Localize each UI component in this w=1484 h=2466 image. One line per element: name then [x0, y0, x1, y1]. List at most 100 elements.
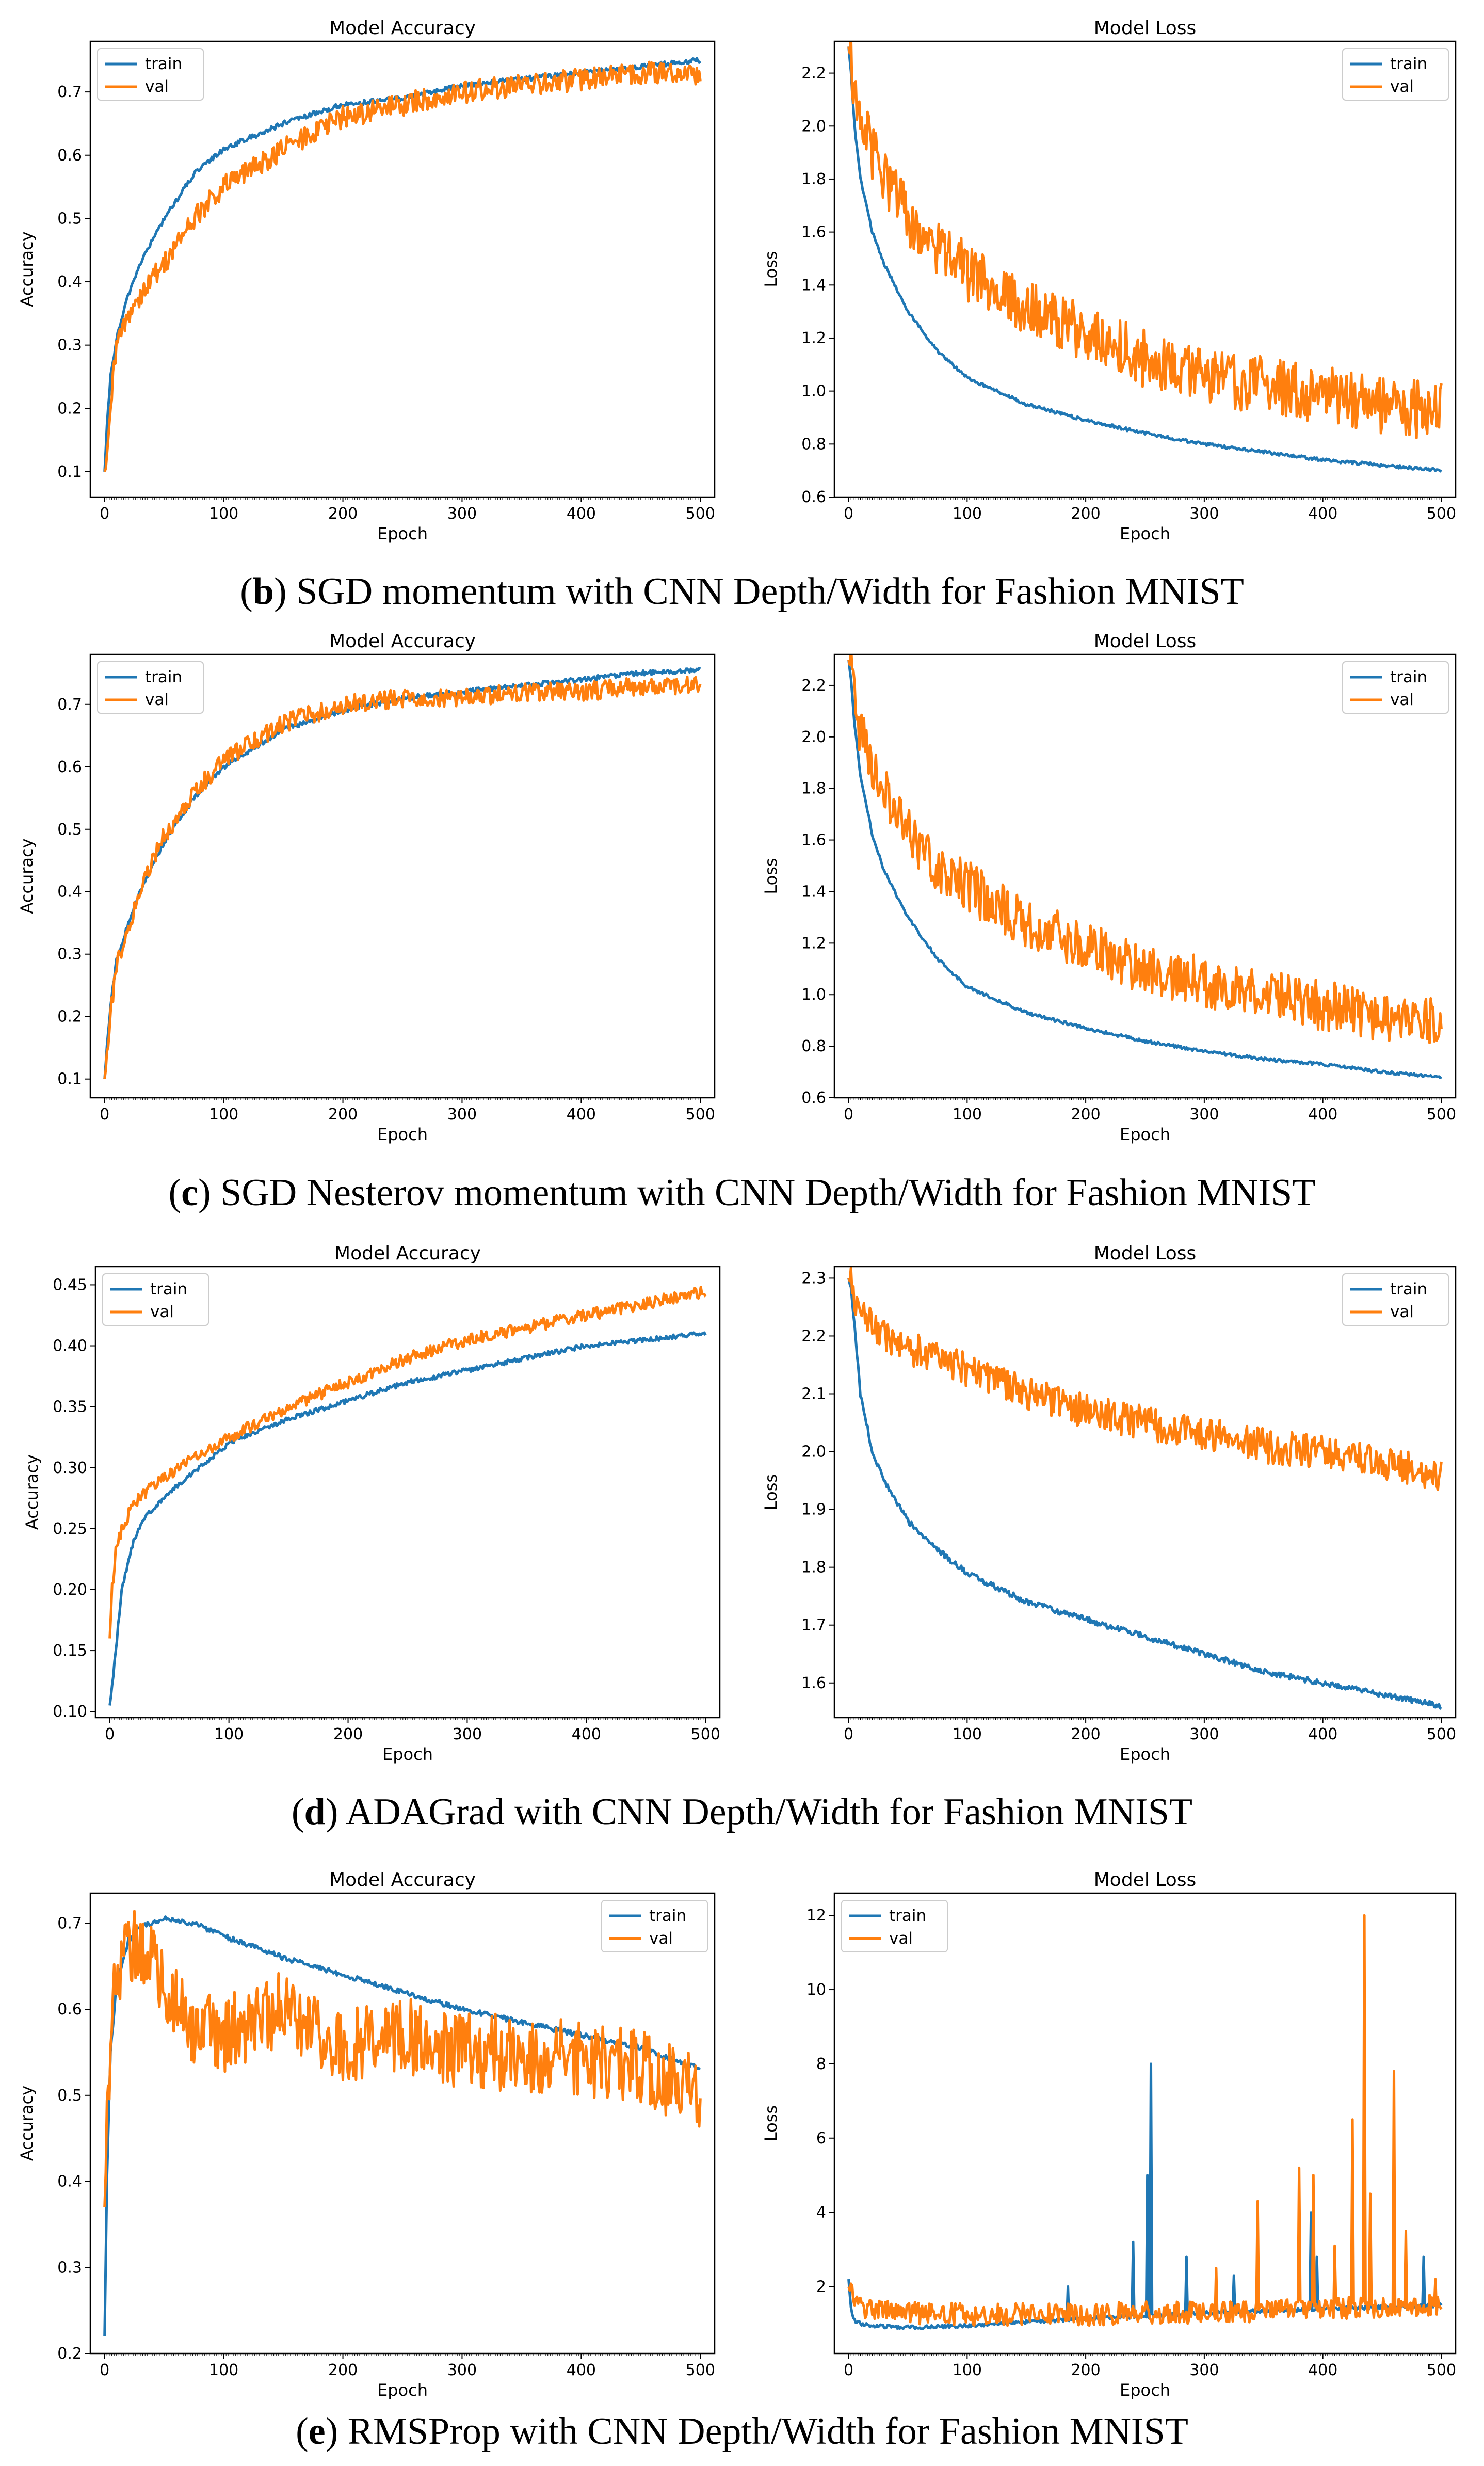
b-accuracy-ylabel: Accuracy [17, 231, 37, 307]
d-accuracy-title: Model Accuracy [334, 1243, 481, 1264]
d-accuracy-line-train [108, 1331, 707, 1706]
d-loss-xtick-label: 400 [1308, 1725, 1337, 1743]
e-loss-title: Model Loss [1094, 1869, 1197, 1891]
b-accuracy-legend-label-val: val [145, 77, 169, 96]
e-loss-ytick-label: 4 [816, 2204, 826, 2222]
d-accuracy-line-val [108, 1286, 707, 1639]
c-loss-xtick-label: 100 [953, 1106, 982, 1124]
e-accuracy-series-group [103, 1910, 702, 2336]
d-loss-ytick-label: 2.0 [801, 1443, 826, 1461]
b-loss-xlabel: Epoch [1120, 524, 1170, 543]
b-loss-ytick-label: 1.2 [801, 329, 826, 347]
d-accuracy-frame [94, 1266, 721, 1719]
c-accuracy-xtick-label: 500 [686, 1106, 715, 1124]
e-loss-xtick-label: 0 [844, 2361, 853, 2379]
c-accuracy-xminor-ticks [104, 1098, 701, 1100]
c-loss-ytick-label: 1.2 [801, 934, 826, 952]
e-loss-xminor-ticks [848, 2353, 1442, 2356]
b-accuracy-title: Model Accuracy [329, 18, 476, 39]
c-loss-xtick-label: 200 [1071, 1106, 1100, 1124]
d-loss-legend-label-train: train [1390, 1280, 1427, 1299]
d-loss-xtick-label: 0 [844, 1725, 853, 1743]
d-accuracy-xtick-label: 100 [214, 1725, 244, 1743]
b-loss-xminor-ticks [848, 497, 1442, 500]
d-accuracy-ytick-label: 0.10 [53, 1703, 87, 1721]
e-accuracy-xminor-ticks [104, 2353, 701, 2356]
c-accuracy-series-group [103, 667, 702, 1080]
b-loss-ytick-label: 0.6 [801, 488, 826, 506]
c-loss-legend-label-val: val [1390, 691, 1414, 709]
e-loss-xtick-label: 500 [1427, 2361, 1456, 2379]
e-accuracy-legend-label-val: val [649, 1929, 673, 1948]
d-loss-line-val [847, 1267, 1443, 1491]
e-accuracy-xtick-label: 400 [567, 2361, 596, 2379]
b-accuracy-xtick-label: 500 [686, 505, 715, 523]
b-accuracy-xtick-label: 300 [447, 505, 477, 523]
e-accuracy-xtick-label: 0 [100, 2361, 109, 2379]
b-accuracy-xtick-label: 200 [328, 505, 358, 523]
b-loss-legend-label-train: train [1390, 55, 1427, 73]
d-accuracy-series-group [108, 1286, 707, 1706]
d-accuracy-ytick-label: 0.30 [53, 1459, 87, 1477]
e-accuracy-frame [89, 1892, 716, 2355]
e-accuracy-title: Model Accuracy [329, 1869, 476, 1891]
c-accuracy-legend-label-val: val [145, 691, 169, 709]
d-loss-line-train [847, 1277, 1442, 1710]
caption-d: (d) ADAGrad with CNN Depth/Width for Fas… [292, 1791, 1192, 1833]
b-accuracy-legend: train val [97, 48, 204, 101]
c-accuracy-ytick-label: 0.5 [57, 821, 82, 839]
e-loss-xtick-label: 300 [1189, 2361, 1219, 2379]
b-loss-legend-label-val: val [1390, 77, 1414, 96]
d-loss-xtick-label: 100 [953, 1725, 982, 1743]
e-loss-series-group [847, 1914, 1443, 2330]
b-accuracy-ytick-label: 0.4 [57, 273, 82, 291]
c-accuracy-legend: train val [97, 661, 204, 714]
b-accuracy-ytick-label: 0.6 [57, 147, 82, 165]
d-accuracy-legend-label-val: val [150, 1303, 174, 1321]
d-accuracy-ytick-label: 0.15 [53, 1642, 87, 1660]
b-accuracy-xtick-label: 100 [209, 505, 238, 523]
d-loss-ytick-label: 1.9 [801, 1501, 826, 1519]
e-accuracy-ytick-label: 0.5 [57, 2087, 82, 2105]
e-loss-legend-label-train: train [889, 1907, 926, 1925]
b-accuracy-ytick-label: 0.7 [57, 83, 82, 101]
b-accuracy-legend-label-train: train [145, 55, 182, 73]
d-loss-xtick-label: 300 [1189, 1725, 1219, 1743]
c-loss-xtick-label: 300 [1189, 1106, 1219, 1124]
chart-c-accuracy: Model Accuracy 0 100 200 300 400 500 0.1 0.2 0.3 0… [17, 631, 716, 1144]
chart-e-loss: Model Loss 0 100 200 300 400 500 2 4 6 8 10 12 Epoch L… [761, 1869, 1457, 2400]
b-loss-xtick-label: 200 [1071, 505, 1100, 523]
d-loss-legend-label-val: val [1390, 1303, 1414, 1321]
e-accuracy-ytick-label: 0.2 [57, 2345, 82, 2363]
e-accuracy-ytick-label: 0.4 [57, 2173, 82, 2191]
b-accuracy-xminor-ticks [104, 497, 701, 500]
e-accuracy-xtick-label: 100 [209, 2361, 238, 2379]
c-loss-title: Model Loss [1094, 631, 1197, 652]
b-loss-xtick-label: 400 [1308, 505, 1337, 523]
c-accuracy-xtick-label: 0 [100, 1106, 109, 1124]
e-loss-xtick-label: 100 [953, 2361, 982, 2379]
c-loss-series-group [847, 654, 1443, 1079]
d-accuracy-legend: train val [102, 1273, 209, 1326]
d-loss-title: Model Loss [1094, 1243, 1197, 1264]
d-loss-ylabel: Loss [761, 1474, 781, 1510]
caption-e: (e) RMSProp with CNN Depth/Width for Fas… [296, 2410, 1188, 2453]
e-loss-legend-label-val: val [889, 1929, 913, 1948]
e-loss-ytick-label: 2 [816, 2278, 826, 2296]
caption-c: (c) SGD Nesterov momentum with CNN Depth… [168, 1172, 1315, 1214]
c-loss-line-val [847, 654, 1443, 1044]
c-accuracy-title: Model Accuracy [329, 631, 476, 652]
c-accuracy-frame [89, 653, 716, 1099]
chart-d-accuracy: Model Accuracy 0 100 200 300 400 500 0.10 0.15 0.… [22, 1243, 721, 1764]
b-accuracy-line-train [103, 57, 702, 472]
c-accuracy-xtick-label: 400 [567, 1106, 596, 1124]
b-loss-ytick-label: 1.4 [801, 276, 826, 294]
c-loss-ytick-label: 1.8 [801, 780, 826, 798]
e-accuracy-line-val [103, 1910, 702, 2207]
b-accuracy-xtick-label: 400 [567, 505, 596, 523]
c-loss-xtick-label: 500 [1427, 1106, 1456, 1124]
b-loss-line-val [847, 41, 1443, 439]
b-accuracy-ytick-label: 0.2 [57, 399, 82, 418]
d-loss-legend: train val [1342, 1273, 1449, 1326]
